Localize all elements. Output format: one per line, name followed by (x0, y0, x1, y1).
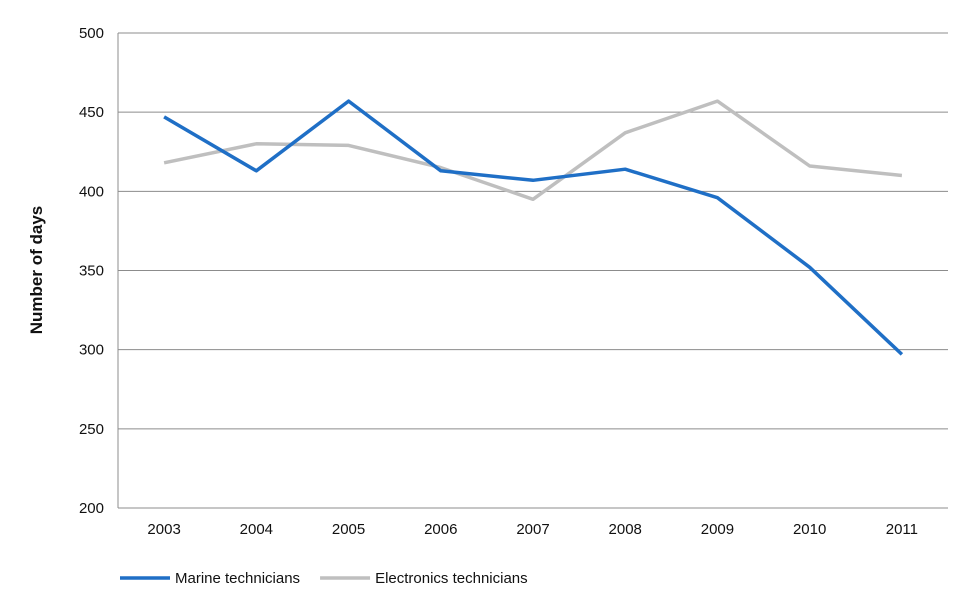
legend-label-electronics-technicians: Electronics technicians (375, 570, 528, 587)
x-tick-label: 2010 (793, 521, 826, 538)
y-axis-title: Number of days (27, 206, 46, 334)
y-tick-label: 500 (79, 25, 104, 42)
x-tick-label: 2008 (609, 521, 642, 538)
y-tick-label: 400 (79, 183, 104, 200)
y-tick-label: 200 (79, 500, 104, 517)
x-tick-label: 2011 (886, 521, 918, 538)
x-tick-label: 2009 (701, 521, 734, 538)
y-tick-label: 250 (79, 421, 104, 438)
x-tick-label: 2005 (332, 521, 365, 538)
x-tick-label: 2007 (516, 521, 549, 538)
y-tick-label: 350 (79, 263, 104, 280)
y-tick-label: 300 (79, 342, 104, 359)
y-tick-label: 450 (79, 104, 104, 121)
legend-label-marine-technicians: Marine technicians (175, 570, 300, 587)
x-tick-label: 2003 (147, 521, 180, 538)
series-lines (163, 99, 904, 356)
series-line-marine-technicians (163, 99, 904, 356)
series-line-electronics-technicians (163, 99, 903, 202)
axes (117, 33, 948, 509)
gridlines (118, 32, 948, 430)
y-tick-labels: 200 250 300 350 400 450 500 (79, 25, 104, 517)
legend: Marine technicians Electronics technician… (120, 570, 528, 587)
x-tick-labels: 2003 2004 2005 2006 2007 2008 2009 2010 2011 (147, 521, 918, 538)
x-tick-label: 2004 (240, 521, 273, 538)
x-tick-label: 2006 (424, 521, 457, 538)
